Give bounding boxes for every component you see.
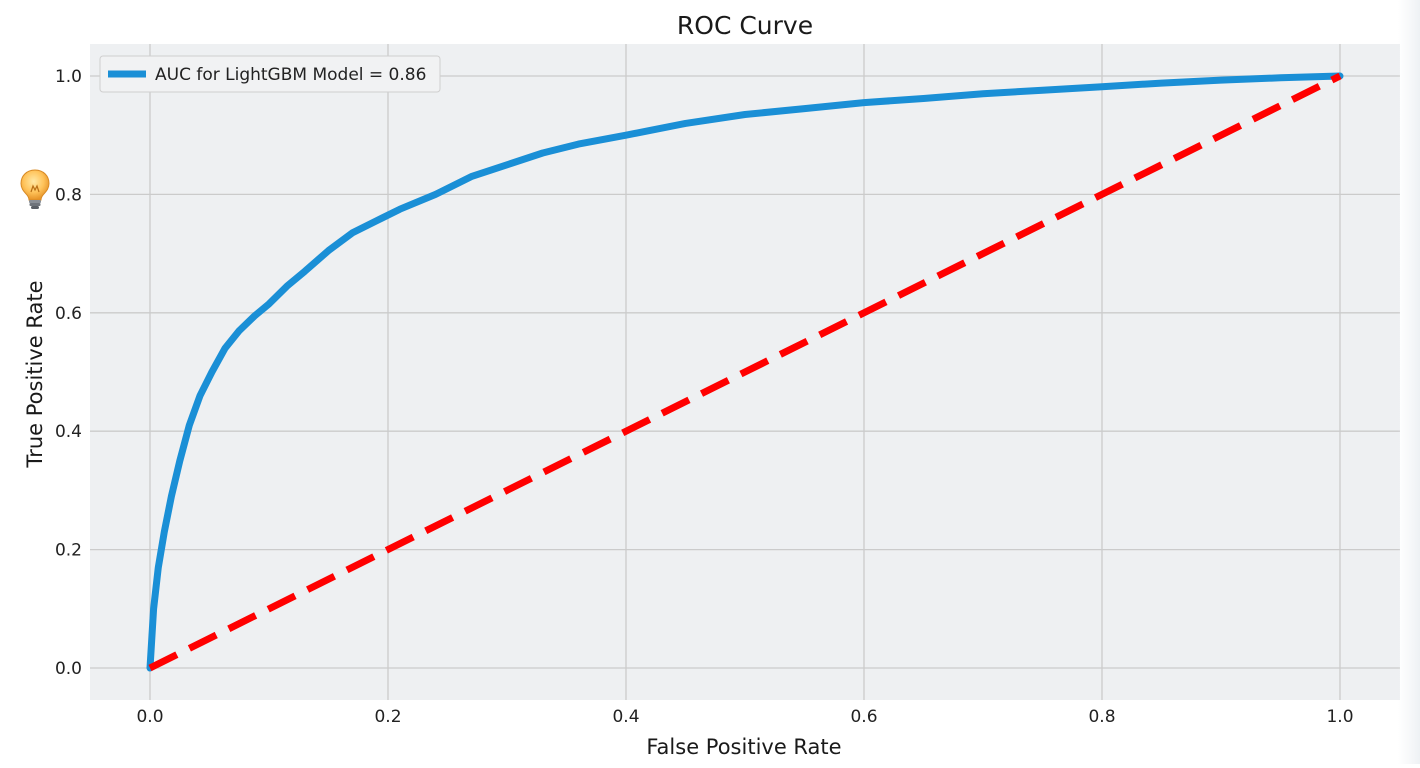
y-tick-label: 0.6 (55, 304, 82, 324)
lightbulb-icon (20, 169, 50, 209)
x-tick-label: 0.2 (374, 707, 401, 727)
y-axis-label: True Positive Rate (23, 280, 47, 468)
x-tick-label: 0.6 (850, 707, 877, 727)
y-tick-label: 0.8 (55, 185, 82, 205)
legend-label: AUC for LightGBM Model = 0.86 (155, 65, 426, 85)
x-tick-label: 1.0 (1326, 707, 1353, 727)
y-tick-label: 0.2 (55, 541, 82, 561)
x-tick-label: 0.4 (612, 707, 639, 727)
x-axis-label: False Positive Rate (646, 735, 841, 759)
diagonal-reference-line (148, 72, 1342, 672)
x-tick-label: 0.8 (1088, 707, 1115, 727)
y-tick-label: 1.0 (55, 67, 82, 87)
roc-curve-line (146, 72, 1344, 672)
legend-box (99, 55, 441, 93)
y-tick-label: 0.4 (55, 422, 82, 442)
chart-title: ROC Curve (677, 11, 813, 40)
y-tick-label: 0.0 (55, 659, 82, 679)
x-tick-label: 0.0 (136, 707, 163, 727)
